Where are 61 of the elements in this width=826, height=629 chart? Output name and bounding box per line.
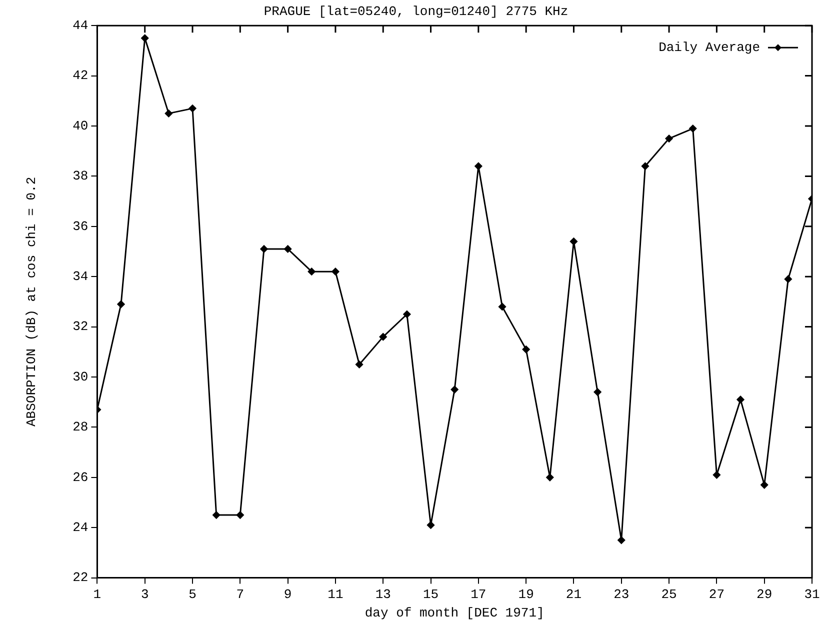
x-tick-label: 27 [708,587,724,602]
point [308,268,316,276]
point [164,110,172,118]
point [736,396,744,404]
point [784,275,792,283]
x-tick-label: 7 [236,587,244,602]
x-tick-label: 13 [375,587,391,602]
point [260,245,268,253]
point [427,521,435,529]
x-tick-label: 3 [140,587,149,602]
point [689,124,697,132]
y-axis-title: ABSORPTION (dB) at cos chi = 0.2 [24,176,40,427]
x-tick-label: 23 [614,587,630,602]
point [356,360,364,368]
y-tick-label: 24 [72,520,88,536]
point [188,104,196,112]
y-tick-label: 30 [72,369,88,384]
y-tick-label: 26 [72,470,88,485]
point [570,238,578,246]
x-tick-label: 25 [661,587,677,602]
x-tick-label: 15 [422,587,439,602]
point [641,162,649,170]
x-tick-label: 17 [470,587,486,602]
y-tick-label: 42 [72,68,88,84]
point [117,300,125,308]
chart-title: PRAGUE [lat=05240, long=01240] 2775 KHz [264,4,568,20]
x-tick-label: 1 [93,587,102,602]
x-axis-title: day of month [DEC 1971] [364,606,544,621]
x-tick-label: 9 [284,587,292,602]
point [618,536,626,544]
point [379,333,387,341]
y-tick-label: 38 [72,168,88,184]
y-tick-label: 32 [72,319,88,334]
point [546,474,554,482]
point [594,388,602,396]
point [498,302,506,310]
point [760,481,768,489]
y-tick-label: 36 [72,218,88,234]
x-tick-label: 5 [188,587,196,602]
point [141,34,149,42]
y-tick-label: 34 [72,269,88,284]
point [212,511,220,519]
point [236,511,244,519]
legend-label: Daily Average [658,40,760,56]
x-tick-label: 19 [518,587,534,602]
point [522,346,530,354]
y-tick-label: 44 [72,18,88,34]
point [332,268,340,276]
point [284,245,292,253]
x-tick-label: 21 [566,587,582,602]
point [665,134,673,142]
x-tick-label: 29 [756,587,772,602]
y-tick-label: 40 [72,118,88,134]
y-tick-label: 28 [72,420,88,435]
y-tick-label: 22 [72,570,88,586]
point [474,162,482,170]
point [450,386,458,394]
x-tick-label: 11 [328,587,344,602]
point [712,471,720,479]
x-tick-label: 31 [804,587,820,602]
point [403,310,411,318]
